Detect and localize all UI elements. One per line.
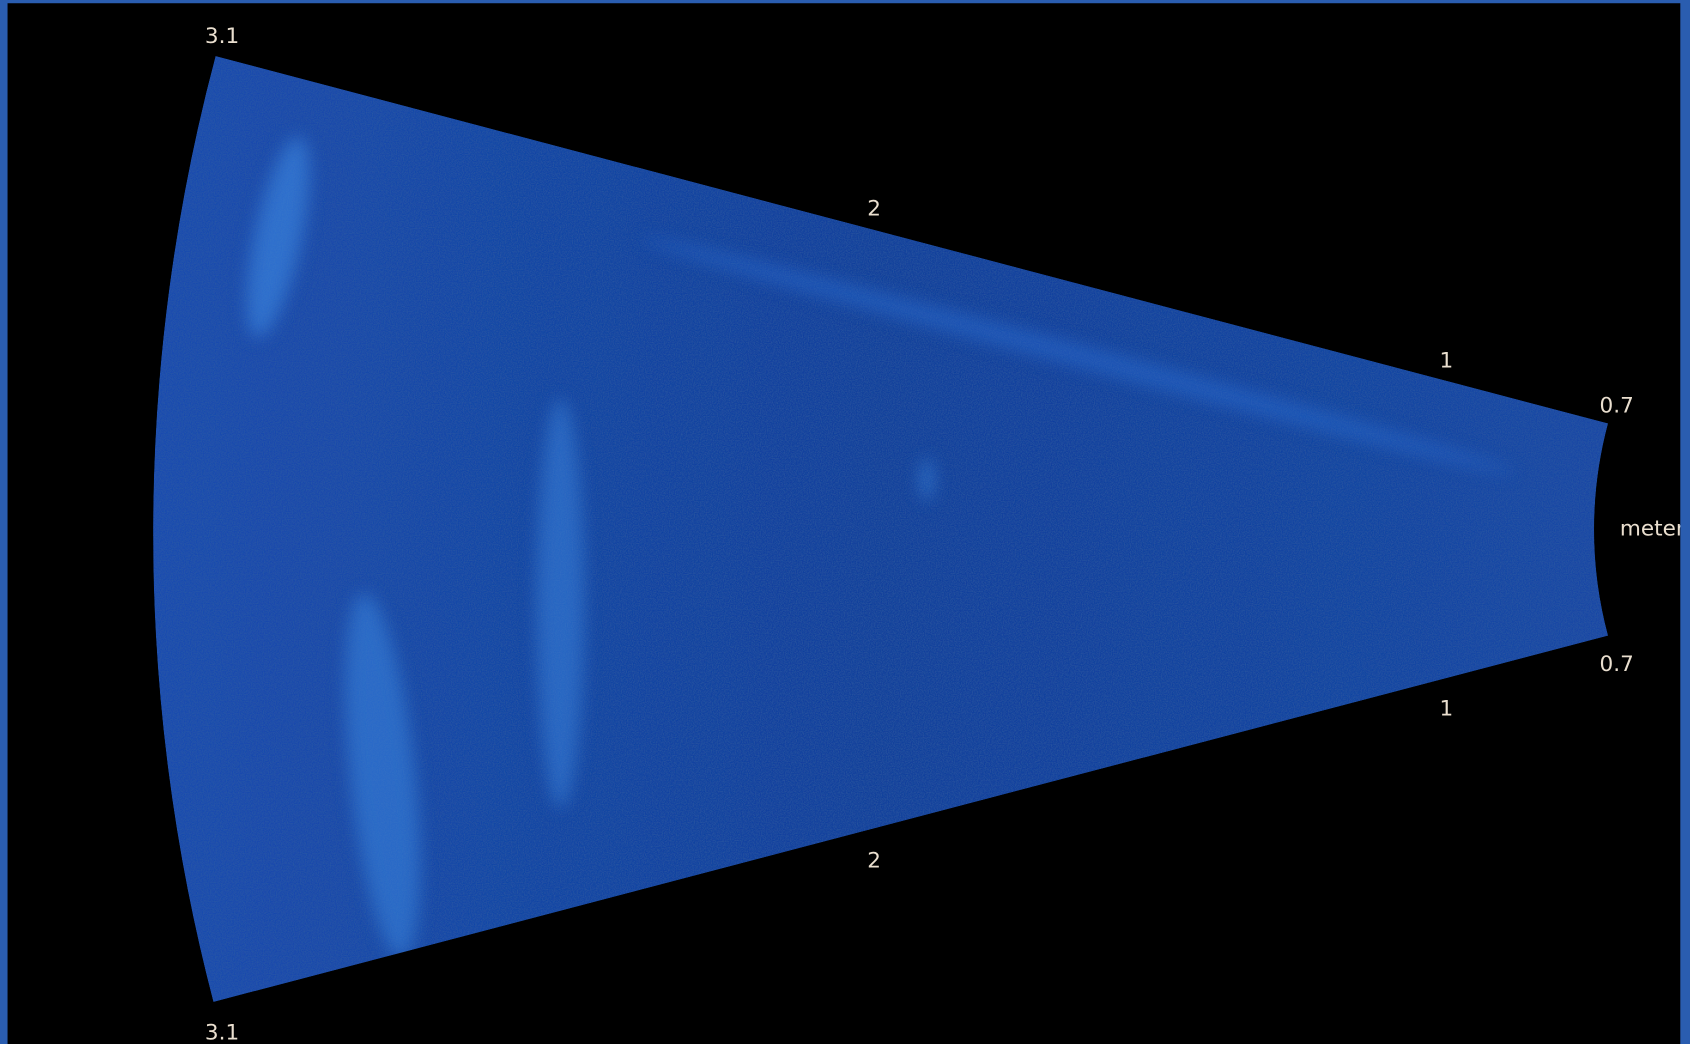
range-label: 1	[1440, 348, 1454, 373]
range-label: 3.1	[205, 24, 239, 49]
page: 3.1 2 1 0.7 meter 0.7 1 2 3.1 (() => { c…	[0, 0, 1690, 1044]
sonar-view: 3.1 2 1 0.7 meter 0.7 1 2 3.1	[0, 0, 1690, 1044]
range-label: 3.1	[205, 1021, 239, 1044]
range-label: 0.7	[1600, 394, 1634, 419]
range-label: 2	[867, 848, 881, 873]
range-label: 0.7	[1600, 652, 1634, 677]
range-label: 1	[1440, 696, 1454, 721]
unit-label: meter	[1620, 516, 1685, 541]
range-label: 2	[867, 196, 881, 221]
